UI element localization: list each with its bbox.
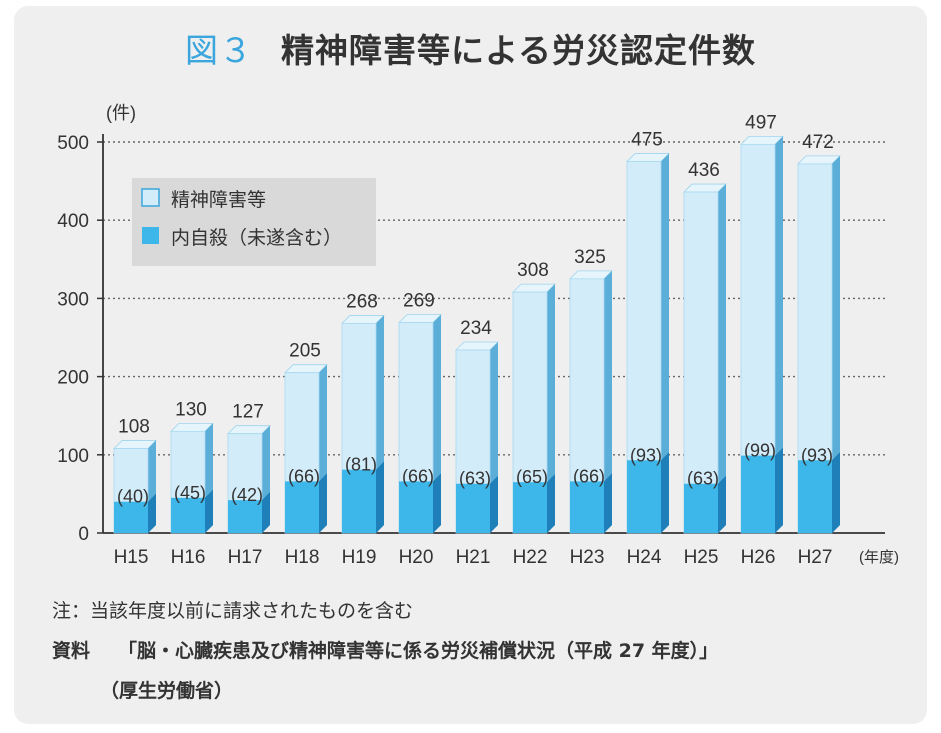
bar-suicide-label: (93): [801, 445, 833, 465]
legend-swatch-suicide: [142, 227, 159, 244]
x-tick-label: H24: [627, 547, 662, 568]
y-axis-unit: (件): [106, 103, 136, 123]
bar-total-label: 269: [403, 291, 435, 312]
bar-suicide-side: [376, 461, 384, 533]
bar-suicide: [456, 483, 490, 533]
bar-total-label: 130: [175, 399, 207, 420]
bar-suicide-side: [604, 473, 612, 533]
bar-suicide-side: [490, 475, 498, 533]
x-tick-label: H18: [285, 547, 320, 568]
bar-total-label: 436: [688, 160, 720, 181]
bar-suicide: [342, 469, 376, 533]
x-tick-label: H16: [171, 547, 206, 568]
x-tick-label: H19: [342, 547, 377, 568]
x-tick-label: H27: [798, 547, 833, 568]
bar-suicide: [171, 497, 205, 533]
x-tick-label: H15: [114, 547, 149, 568]
legend-swatch-total: [141, 188, 160, 207]
bar-suicide: [228, 500, 262, 533]
bar-total-label: 325: [574, 247, 606, 268]
bar-suicide-label: (40): [117, 487, 149, 507]
legend-label-total: 精神障害等: [171, 189, 266, 211]
y-tick-label: 400: [57, 211, 89, 232]
bar-suicide-side: [547, 474, 555, 533]
x-axis-unit: (年度): [859, 549, 899, 566]
bar-suicide-label: (45): [174, 483, 206, 503]
bar-total-label: 127: [232, 402, 264, 423]
footnote: 注：当該年度以前に請求されたものを含む: [52, 600, 414, 622]
bar-side-face: [718, 184, 726, 533]
bar-suicide-label: (42): [231, 485, 263, 505]
bar-suicide-label: (66): [573, 466, 605, 486]
bar-suicide: [627, 460, 661, 533]
bar-suicide-side: [205, 489, 213, 533]
figure-label: 図３: [184, 31, 253, 70]
x-tick-label: H23: [570, 547, 605, 568]
bar-suicide: [684, 483, 718, 533]
bar-total-label: 205: [289, 341, 321, 362]
bar-suicide: [741, 455, 775, 533]
x-tick-label: H20: [399, 547, 434, 568]
x-tick-label: H22: [513, 547, 548, 568]
bar-suicide-label: (63): [687, 469, 719, 489]
bar-total-label: 497: [745, 112, 777, 133]
x-tick-label: H21: [456, 547, 491, 568]
bar-suicide-side: [262, 492, 270, 533]
bar-suicide-side: [775, 447, 783, 533]
y-tick-label: 500: [57, 133, 89, 154]
bar-total-label: 234: [460, 318, 492, 339]
bar-suicide: [114, 501, 148, 533]
bar-suicide-label: (66): [402, 466, 434, 486]
bar-side-face: [547, 284, 555, 533]
bar-suicide-side: [832, 452, 840, 533]
bar-total-label: 108: [118, 417, 150, 438]
bar-suicide-label: (65): [516, 467, 548, 487]
legend-box: [132, 178, 376, 266]
figure-title-row: 図３ 精神障害等による労災認定件数: [0, 24, 941, 72]
bar-suicide-side: [148, 493, 156, 533]
bar-suicide-label: (93): [630, 445, 662, 465]
bar-side-face: [832, 155, 840, 533]
source-text: 「脳・心臓疾患及び精神障害等に係る労災補償状況（平成 27 年度）」: [118, 640, 719, 662]
bar-suicide: [285, 481, 319, 533]
bar-suicide-label: (81): [345, 455, 377, 475]
bar-suicide-side: [433, 473, 441, 533]
bar-suicide-label: (63): [459, 469, 491, 489]
legend-label-suicide: 内自殺（未遂含む）: [171, 227, 342, 249]
bar-suicide-side: [718, 475, 726, 533]
bar-chart: 0 100 200 300 400 500 (件) 108 (40) H15 130 (45) H16 1…: [57, 103, 899, 568]
bar-suicide: [570, 481, 604, 533]
bar-side-face: [661, 153, 669, 534]
bar-suicide-side: [661, 452, 669, 533]
bar-total-label: 472: [802, 132, 834, 153]
bar-side-face: [604, 270, 612, 533]
y-tick-label: 200: [57, 368, 89, 389]
bar-suicide-side: [319, 473, 327, 533]
y-tick-label: 0: [78, 524, 89, 545]
bar-side-face: [775, 136, 783, 533]
source-subtext: （厚生労働省）: [100, 680, 234, 702]
bar-total: [683, 191, 719, 534]
bar-total-label: 475: [631, 130, 663, 151]
bar-suicide-label: (66): [288, 466, 320, 486]
figure-title: 精神障害等による労災認定件数: [280, 31, 756, 70]
bar-suicide: [399, 481, 433, 533]
bar-suicide: [798, 460, 832, 533]
source-label: 資料: [52, 640, 91, 662]
bar-suicide-label: (99): [744, 441, 776, 461]
bar-suicide: [513, 482, 547, 533]
y-tick-label: 100: [57, 446, 89, 467]
x-tick-label: H26: [741, 547, 776, 568]
x-tick-label: H17: [228, 547, 263, 568]
bar-total-label: 268: [346, 291, 378, 312]
y-tick-label: 300: [57, 289, 89, 310]
bar-total-label: 308: [517, 260, 549, 281]
x-tick-label: H25: [684, 547, 719, 568]
